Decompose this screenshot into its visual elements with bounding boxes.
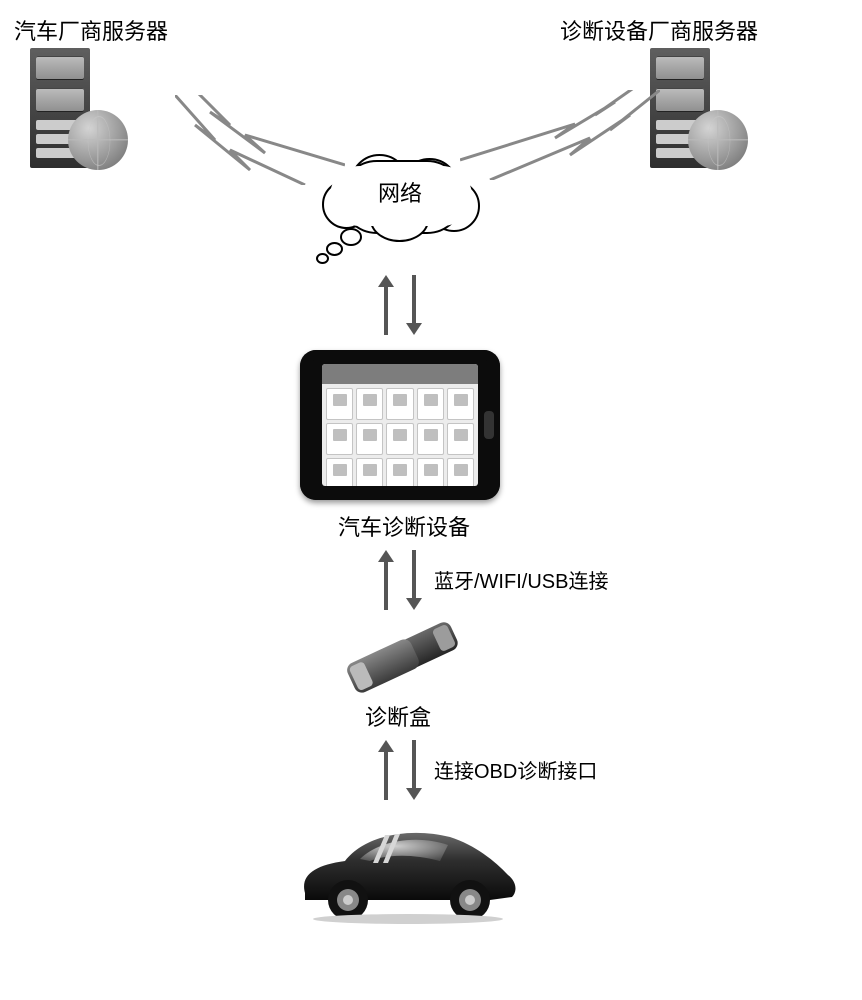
link-cloud-tablet-icon <box>378 275 422 335</box>
diagnostic-box-label: 诊断盒 <box>365 700 431 732</box>
signal-right-icon <box>460 90 660 180</box>
network-cloud-icon: 网络 <box>310 150 490 270</box>
diagnostic-device-icon <box>300 350 500 500</box>
diagnostic-box-icon <box>340 626 460 696</box>
link-dongle-car-icon <box>378 740 422 800</box>
connection2-label: 连接OBD诊断接口 <box>434 755 597 784</box>
car-icon <box>290 815 520 925</box>
oem-server-icon <box>20 48 140 178</box>
oem-server-label: 汽车厂商服务器 <box>14 14 168 46</box>
diagnostic-device-label: 汽车诊断设备 <box>338 510 470 542</box>
link-tablet-dongle-icon <box>378 550 422 610</box>
network-label: 网络 <box>310 176 490 208</box>
diag-vendor-server-label: 诊断设备厂商服务器 <box>560 14 758 46</box>
connection1-label: 蓝牙/WIFI/USB连接 <box>434 565 608 594</box>
